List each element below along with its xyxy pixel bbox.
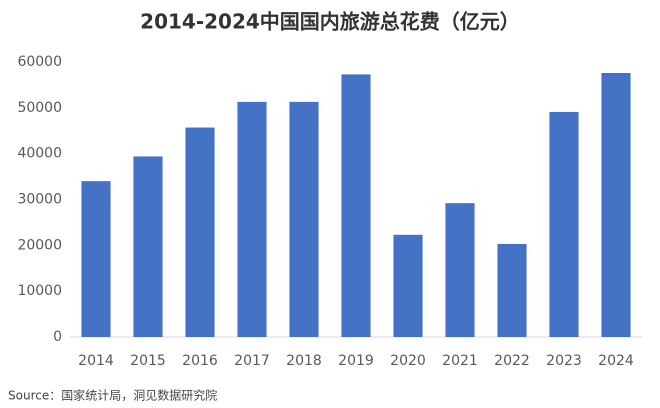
y-tick-label: 60000 [17,54,62,70]
bar [185,127,215,338]
x-tick-label: 2016 [182,353,218,369]
y-tick-label: 30000 [17,192,62,208]
x-tick-label: 2019 [338,353,374,369]
y-tick-label: 10000 [17,283,62,299]
bar [81,181,111,337]
x-tick-label: 2024 [598,353,634,369]
bar [549,111,579,337]
x-tick-label: 2021 [442,353,478,369]
bar [445,203,475,337]
bar [289,101,319,337]
chart-title: 2014-2024中国国内旅游总花费（亿元） [140,10,520,34]
x-tick-label: 2020 [390,353,426,369]
y-tick-label: 0 [53,329,62,345]
y-tick-label: 50000 [17,100,62,116]
bar [601,73,631,337]
x-tick-label: 2014 [78,353,114,369]
bar [393,234,423,337]
bar [341,74,371,337]
source-note: Source：国家统计局，洞见数据研究院 [8,388,217,403]
bar [497,243,527,337]
y-tick-label: 20000 [17,237,62,253]
x-tick-label: 2015 [130,353,166,369]
bar [133,156,163,337]
bar [237,101,267,337]
x-tick-label: 2017 [234,353,270,369]
x-tick-label: 2022 [494,353,530,369]
y-tick-label: 40000 [17,146,62,162]
x-tick-label: 2023 [546,353,582,369]
x-tick-label: 2018 [286,353,322,369]
